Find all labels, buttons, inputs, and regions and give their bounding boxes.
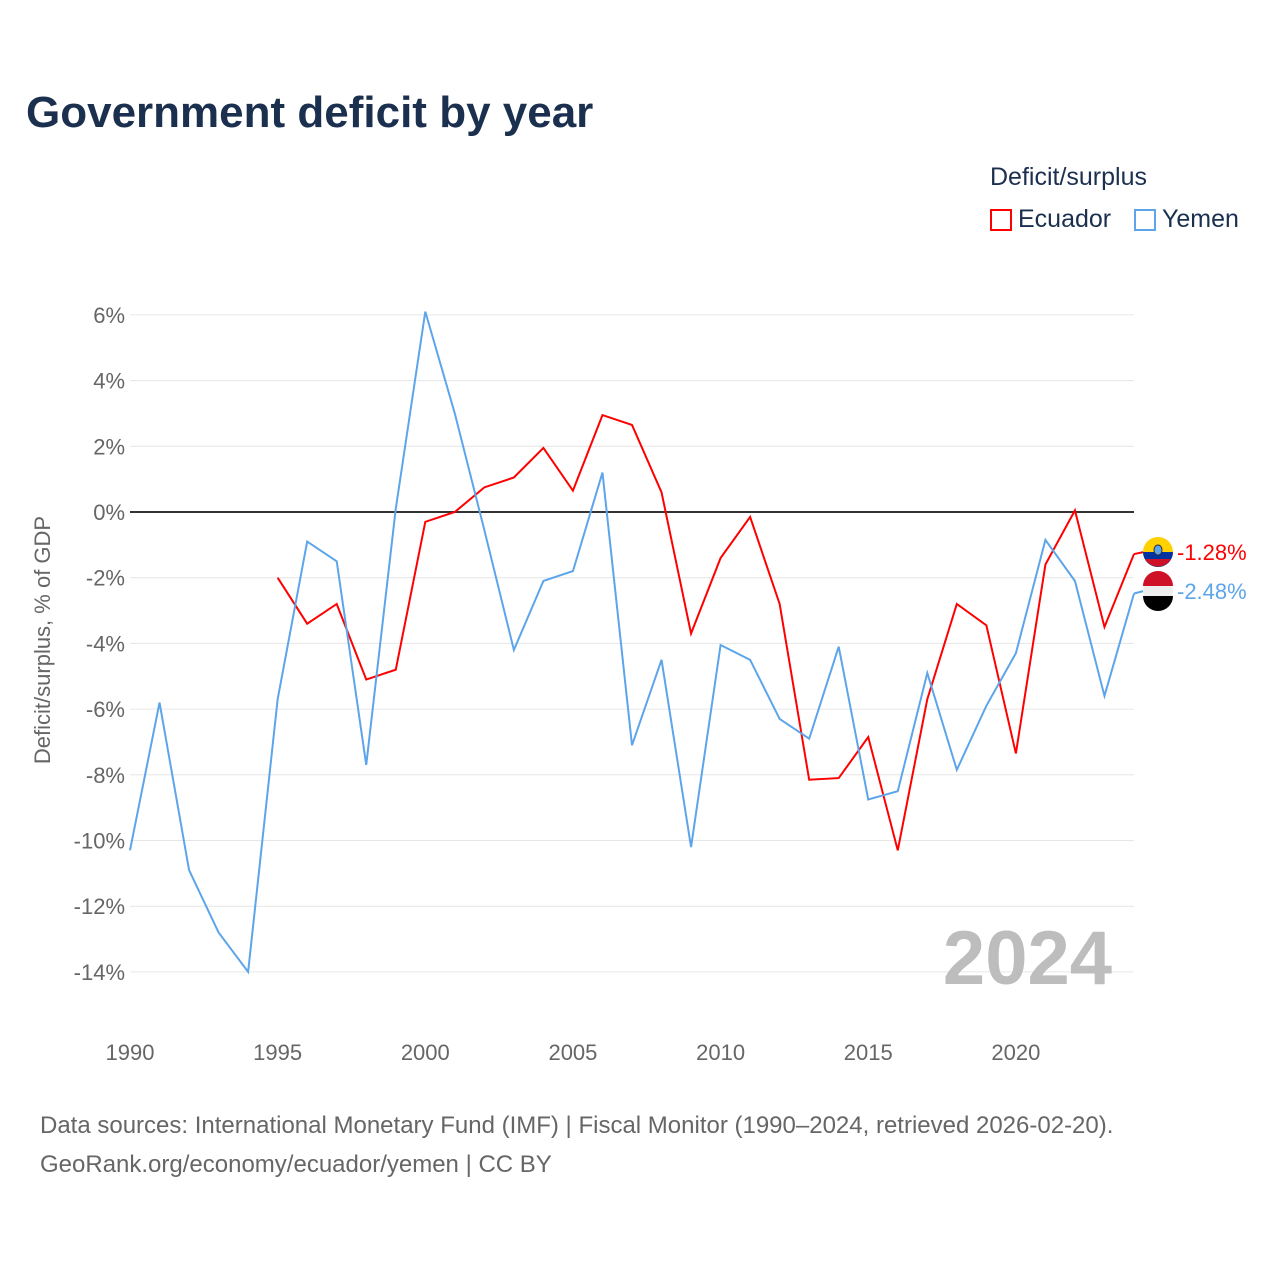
x-tick-label: 1995	[253, 1040, 302, 1065]
chart-title: Government deficit by year	[26, 88, 594, 137]
legend-title: Deficit/surplus	[990, 163, 1147, 191]
y-tick-label: -14%	[74, 960, 125, 985]
y-tick-label: -12%	[74, 894, 125, 919]
y-tick-label: -2%	[86, 566, 125, 591]
x-tick-label: 2015	[844, 1040, 893, 1065]
y-tick-label: 4%	[93, 369, 125, 394]
legend-label: Ecuador	[1018, 205, 1112, 233]
x-tick-label: 2020	[991, 1040, 1040, 1065]
legend-item-ecuador[interactable]: Ecuador	[990, 205, 1111, 234]
y-tick-label: -10%	[74, 829, 125, 854]
x-tick-label: 2000	[401, 1040, 450, 1065]
legend-label: Yemen	[1162, 205, 1239, 233]
x-tick-label: 2010	[696, 1040, 745, 1065]
year-watermark: 2024	[943, 916, 1112, 1001]
flag-part	[1153, 544, 1163, 556]
x-tick-label: 1990	[106, 1040, 155, 1065]
y-tick-label: -8%	[86, 763, 125, 788]
x-tick-label: 2005	[548, 1040, 597, 1065]
y-tick-label: 6%	[93, 303, 125, 328]
end-value-label: -1.28%	[1177, 540, 1247, 565]
legend-swatch	[990, 208, 1012, 231]
y-tick-label: -4%	[86, 631, 125, 656]
source-text: Data sources: International Monetary Fun…	[40, 1112, 1114, 1139]
end-value-label: -2.48%	[1177, 579, 1247, 604]
flag-ecuador-icon	[1143, 537, 1173, 567]
y-tick-label: 2%	[93, 434, 125, 459]
y-tick-label: -6%	[86, 697, 125, 722]
series-line-ecuador	[276, 413, 1135, 851]
footer: Data sources: International Monetary Fun…	[40, 1106, 1113, 1184]
legend-swatch	[1134, 208, 1156, 231]
flag-part	[1143, 571, 1173, 586]
series-line-yemen	[129, 311, 1135, 975]
flag-part	[1143, 596, 1173, 611]
flag-yemen-icon	[1143, 571, 1173, 611]
y-tick-label: 0%	[93, 500, 125, 525]
end-connector	[1133, 551, 1145, 556]
end-connector	[1133, 590, 1145, 595]
attribution-link[interactable]: GeoRank.org/economy/ecuador/yemen | CC B…	[40, 1151, 552, 1178]
y-axis-label: Deficit/surplus, % of GDP	[30, 516, 55, 764]
legend-item-yemen[interactable]: Yemen	[1134, 205, 1239, 234]
flag-part	[1145, 559, 1171, 567]
